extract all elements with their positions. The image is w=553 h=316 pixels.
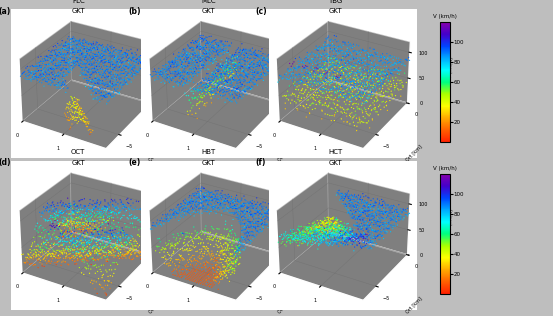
- Text: MLC: MLC: [201, 0, 216, 3]
- Text: (a): (a): [0, 7, 11, 15]
- Text: GKT: GKT: [328, 160, 342, 166]
- Y-axis label: Ort [km]: Ort [km]: [404, 144, 422, 162]
- Y-axis label: Ort [km]: Ort [km]: [277, 144, 295, 162]
- Text: HBT: HBT: [201, 149, 215, 155]
- Y-axis label: Ort [km]: Ort [km]: [277, 295, 295, 314]
- Text: GKT: GKT: [71, 160, 85, 166]
- Text: (d): (d): [0, 158, 11, 167]
- Text: (e): (e): [128, 158, 140, 167]
- Text: GKT: GKT: [201, 160, 215, 166]
- Y-axis label: Ort [km]: Ort [km]: [147, 295, 165, 314]
- Text: TBG: TBG: [328, 0, 342, 3]
- X-axis label: Zeit [h]: Zeit [h]: [168, 165, 186, 175]
- Title: V (km/h): V (km/h): [432, 14, 457, 19]
- Text: GKT: GKT: [71, 8, 85, 14]
- Text: (f): (f): [255, 158, 265, 167]
- Text: (b): (b): [128, 7, 140, 15]
- Text: HCT: HCT: [328, 149, 342, 155]
- Text: GKT: GKT: [328, 8, 342, 14]
- Text: (c): (c): [255, 7, 267, 15]
- Y-axis label: Ort [km]: Ort [km]: [147, 144, 165, 162]
- Text: GKT: GKT: [201, 8, 215, 14]
- X-axis label: Zeit [h]: Zeit [h]: [295, 165, 314, 175]
- Title: V (km/h): V (km/h): [432, 166, 457, 171]
- Text: PLC: PLC: [72, 0, 85, 3]
- X-axis label: Zeit [h]: Zeit [h]: [38, 165, 56, 175]
- Y-axis label: Ort [km]: Ort [km]: [404, 295, 422, 314]
- Text: OCT: OCT: [71, 149, 86, 155]
